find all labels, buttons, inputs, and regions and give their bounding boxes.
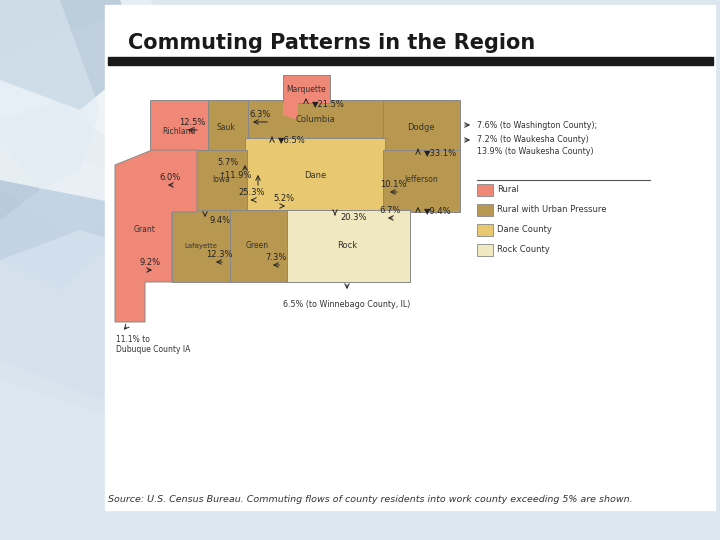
Text: Lafayette: Lafayette — [184, 243, 217, 249]
Text: 6.5% (to Winnebago County, IL): 6.5% (to Winnebago County, IL) — [283, 300, 410, 309]
Polygon shape — [115, 150, 197, 322]
Text: Sauk: Sauk — [217, 123, 235, 132]
Text: 20.3%: 20.3% — [340, 213, 366, 222]
Text: 6.7%: 6.7% — [379, 206, 401, 215]
Bar — [105, 5, 715, 510]
Text: Columbia: Columbia — [295, 116, 335, 125]
Text: 7.3%: 7.3% — [265, 253, 287, 262]
Polygon shape — [0, 160, 180, 400]
Bar — [245, 100, 385, 140]
Text: ▼21.5%: ▼21.5% — [312, 99, 345, 108]
Text: Green: Green — [246, 241, 269, 251]
Bar — [477, 204, 493, 216]
Text: Dane County: Dane County — [497, 226, 552, 234]
Text: ▼9.4%: ▼9.4% — [424, 206, 451, 215]
Text: Iowa: Iowa — [212, 176, 230, 185]
Text: 11.1% to: 11.1% to — [116, 335, 150, 344]
Bar — [285, 210, 410, 282]
Bar — [195, 150, 247, 212]
Bar — [228, 210, 287, 282]
Polygon shape — [0, 0, 140, 110]
Text: ▼33.1%: ▼33.1% — [424, 148, 457, 157]
Text: 9.4%: 9.4% — [210, 216, 231, 225]
Polygon shape — [283, 103, 298, 120]
Text: Richland: Richland — [162, 126, 196, 136]
Text: Rock: Rock — [337, 241, 357, 251]
Polygon shape — [0, 230, 200, 420]
Text: 7.2% (to Waukesha County): 7.2% (to Waukesha County) — [477, 136, 589, 145]
Text: Jefferson: Jefferson — [404, 176, 438, 185]
Text: Source: U.S. Census Bureau. Commuting flows of county residents into work county: Source: U.S. Census Bureau. Commuting fl… — [108, 495, 633, 504]
Text: Rural: Rural — [497, 186, 519, 194]
Bar — [477, 244, 493, 256]
Bar — [108, 57, 713, 65]
Bar — [172, 210, 230, 282]
Bar — [477, 224, 493, 236]
Bar — [383, 150, 460, 212]
Text: 6.3%: 6.3% — [249, 110, 271, 119]
Text: 13.9% (to Waukesha County): 13.9% (to Waukesha County) — [477, 147, 593, 157]
Text: 12.5%: 12.5% — [179, 118, 205, 127]
Text: Marquette: Marquette — [286, 84, 326, 93]
Polygon shape — [0, 20, 300, 220]
Text: Dodge: Dodge — [408, 123, 435, 132]
Text: 5.7%: 5.7% — [217, 158, 239, 167]
Text: ↑11.9%: ↑11.9% — [219, 171, 252, 180]
Text: Dane: Dane — [304, 171, 326, 179]
Bar — [205, 100, 248, 152]
Text: 5.2%: 5.2% — [274, 194, 294, 203]
Polygon shape — [0, 100, 130, 290]
Text: 9.2%: 9.2% — [140, 258, 161, 267]
Bar — [383, 100, 460, 152]
Text: Rural with Urban Pressure: Rural with Urban Pressure — [497, 206, 606, 214]
Text: Grant: Grant — [134, 226, 156, 234]
Text: 25.3%: 25.3% — [239, 188, 265, 197]
Text: Commuting Patterns in the Region: Commuting Patterns in the Region — [128, 33, 535, 53]
Text: 7.6% (to Washington County);: 7.6% (to Washington County); — [477, 120, 598, 130]
Polygon shape — [0, 0, 220, 240]
Text: ▼6.5%: ▼6.5% — [278, 135, 306, 144]
Bar — [245, 138, 385, 212]
Text: 6.0%: 6.0% — [159, 173, 181, 182]
Text: 10.1%: 10.1% — [380, 180, 406, 189]
Text: Dubuque County IA: Dubuque County IA — [116, 345, 190, 354]
Polygon shape — [0, 0, 100, 190]
Polygon shape — [283, 75, 330, 103]
Text: Rock County: Rock County — [497, 246, 550, 254]
Bar — [477, 184, 493, 196]
Bar — [150, 100, 208, 162]
Text: 12.3%: 12.3% — [206, 250, 233, 259]
